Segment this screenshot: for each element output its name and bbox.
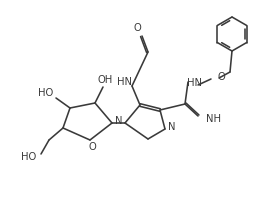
Text: HN: HN xyxy=(186,78,202,88)
Text: HO: HO xyxy=(39,88,54,98)
Text: HN: HN xyxy=(117,77,133,87)
Text: O: O xyxy=(133,23,141,33)
Text: NH: NH xyxy=(206,114,221,124)
Text: OH: OH xyxy=(97,75,113,85)
Text: N: N xyxy=(115,116,123,126)
Text: O: O xyxy=(217,72,225,82)
Text: O: O xyxy=(88,142,96,152)
Text: HO: HO xyxy=(21,152,37,162)
Text: N: N xyxy=(168,122,176,132)
